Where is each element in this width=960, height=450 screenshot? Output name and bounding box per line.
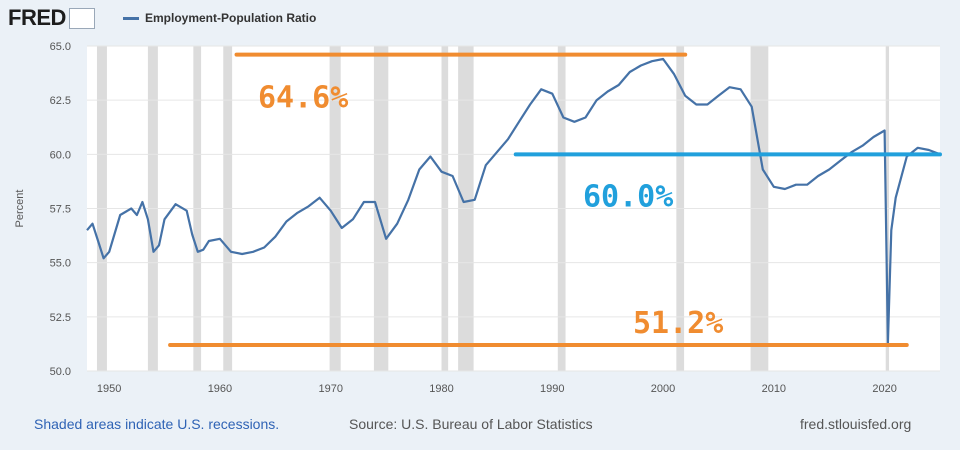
y-tick-label: 52.5 xyxy=(50,312,71,324)
x-tick-label: 1980 xyxy=(429,383,453,395)
site-link[interactable]: fred.stlouisfed.org xyxy=(800,416,912,432)
legend-swatch xyxy=(123,16,139,20)
y-tick-label: 62.5 xyxy=(50,95,71,107)
annotation-label: 60.0% xyxy=(583,179,673,214)
y-tick-label: 60.0 xyxy=(50,149,71,161)
x-tick-label: 2010 xyxy=(762,383,786,395)
chart-legend: Employment-Population Ratio xyxy=(123,11,316,25)
y-tick-label: 55.0 xyxy=(50,258,71,270)
gridlines xyxy=(87,45,940,372)
x-tick-label: 2000 xyxy=(651,383,675,395)
series-line-employment-population-ratio xyxy=(86,57,941,344)
x-tick-label: 1950 xyxy=(97,383,121,395)
x-tick-label: 1970 xyxy=(318,383,342,395)
source-text: Source: U.S. Bureau of Labor Statistics xyxy=(349,416,593,432)
fred-logo[interactable]: FRED xyxy=(8,5,95,31)
y-tick-label: 50.0 xyxy=(50,366,71,378)
annotations: 64.6% 60.0% 51.2% xyxy=(168,52,942,347)
fred-logo-text: FRED xyxy=(8,5,66,30)
legend-label: Employment-Population Ratio xyxy=(145,11,317,25)
recessions-note-link[interactable]: Shaded areas indicate U.S. recessions. xyxy=(34,416,280,432)
x-tick-label: 1990 xyxy=(540,383,564,395)
y-axis-label: Percent xyxy=(14,190,26,228)
annotation-label: 64.6% xyxy=(258,81,348,116)
x-tick-label: 1960 xyxy=(208,383,232,395)
fred-chart-icon xyxy=(68,7,95,29)
y-tick-label: 65.0 xyxy=(50,41,71,53)
annotation-label: 51.2% xyxy=(633,306,723,341)
y-axis: 50.0 52.5 55.0 57.5 60.0 62.5 65.0 xyxy=(50,41,71,378)
x-tick-label: 2020 xyxy=(872,383,896,395)
x-axis: 1950 1960 1970 1980 1990 2000 2010 2020 xyxy=(97,383,897,395)
y-tick-label: 57.5 xyxy=(50,204,71,216)
